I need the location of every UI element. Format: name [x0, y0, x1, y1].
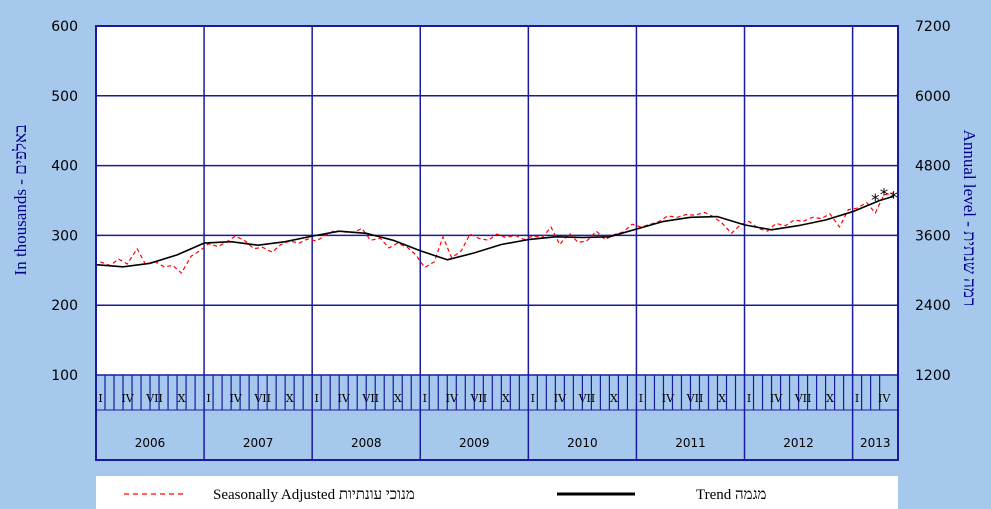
- y-tick-label-right: 2400: [915, 298, 951, 314]
- year-label: 2013: [860, 436, 891, 450]
- quarter-label: I: [98, 392, 102, 405]
- quarter-label: I: [855, 392, 859, 405]
- y-axis-label-right: Annual level - רמה שנתית: [960, 130, 979, 307]
- legend: Seasonally Adjusted מנוכי עונתיות Trend …: [96, 476, 898, 509]
- y-tick-label-left: 300: [51, 228, 78, 244]
- quarter-label: X: [502, 392, 510, 405]
- quarter-label: IV: [446, 392, 459, 405]
- year-label: 2011: [675, 436, 706, 450]
- y-tick-label-left: 100: [51, 368, 78, 384]
- quarter-label: VII: [145, 392, 163, 405]
- quarter-label: X: [610, 392, 618, 405]
- y-tick-label-right: 7200: [915, 19, 951, 35]
- quarter-label: VII: [794, 392, 812, 405]
- quarter-label: I: [531, 392, 535, 405]
- year-label: 2012: [783, 436, 814, 450]
- y-tick-label-right: 6000: [915, 89, 951, 105]
- quarter-band: [96, 375, 898, 460]
- y-tick-label-left: 500: [51, 89, 78, 105]
- y-tick-label-left: 600: [51, 19, 78, 35]
- quarter-label: I: [423, 392, 427, 405]
- quarter-label: X: [826, 392, 834, 405]
- y-tick-label-left: 200: [51, 298, 78, 314]
- series-line-seasonally-adjusted: [100, 192, 894, 274]
- data-point-marker: *: [871, 191, 880, 211]
- quarter-label: VII: [361, 392, 379, 405]
- quarter-label: I: [747, 392, 751, 405]
- quarter-label: VII: [469, 392, 487, 405]
- data-point-marker: *: [889, 188, 898, 208]
- quarter-label: X: [394, 392, 402, 405]
- legend-label-seasonally-adjusted: Seasonally Adjusted מנוכי עונתיות: [213, 487, 415, 503]
- plot-area: [96, 26, 898, 375]
- series-line-trend: [95, 195, 894, 268]
- year-label: 2010: [567, 436, 598, 450]
- y-tick-label-right: 4800: [915, 159, 951, 175]
- year-label: 2007: [243, 436, 274, 450]
- quarter-label: I: [639, 392, 643, 405]
- quarter-label: IV: [554, 392, 567, 405]
- legend-label-trend: Trend מגמה: [696, 487, 767, 503]
- quarter-label: X: [178, 392, 186, 405]
- quarter-label: IV: [229, 392, 242, 405]
- year-label: 2009: [459, 436, 490, 450]
- y-tick-label-left: 400: [51, 159, 78, 175]
- quarter-label: I: [314, 392, 318, 405]
- quarter-label: VII: [253, 392, 271, 405]
- quarter-label: IV: [121, 392, 134, 405]
- year-label: 2008: [351, 436, 382, 450]
- data-point-marker: *: [880, 186, 889, 206]
- plot-frame: [95, 25, 899, 461]
- quarter-label: VII: [578, 392, 596, 405]
- quarter-label: I: [206, 392, 210, 405]
- y-tick-label-right: 1200: [915, 368, 951, 384]
- quarter-label: VII: [686, 392, 704, 405]
- y-tick-label-right: 3600: [915, 228, 951, 244]
- quarter-label: X: [286, 392, 294, 405]
- quarter-label: IV: [770, 392, 783, 405]
- quarter-label: X: [718, 392, 726, 405]
- quarter-label: IV: [662, 392, 675, 405]
- y-axis-label-left: In thousands - באלפים: [11, 125, 30, 276]
- quarter-label: IV: [878, 392, 891, 405]
- legend-box: [96, 476, 898, 509]
- year-label: 2006: [135, 436, 166, 450]
- quarter-label: IV: [338, 392, 351, 405]
